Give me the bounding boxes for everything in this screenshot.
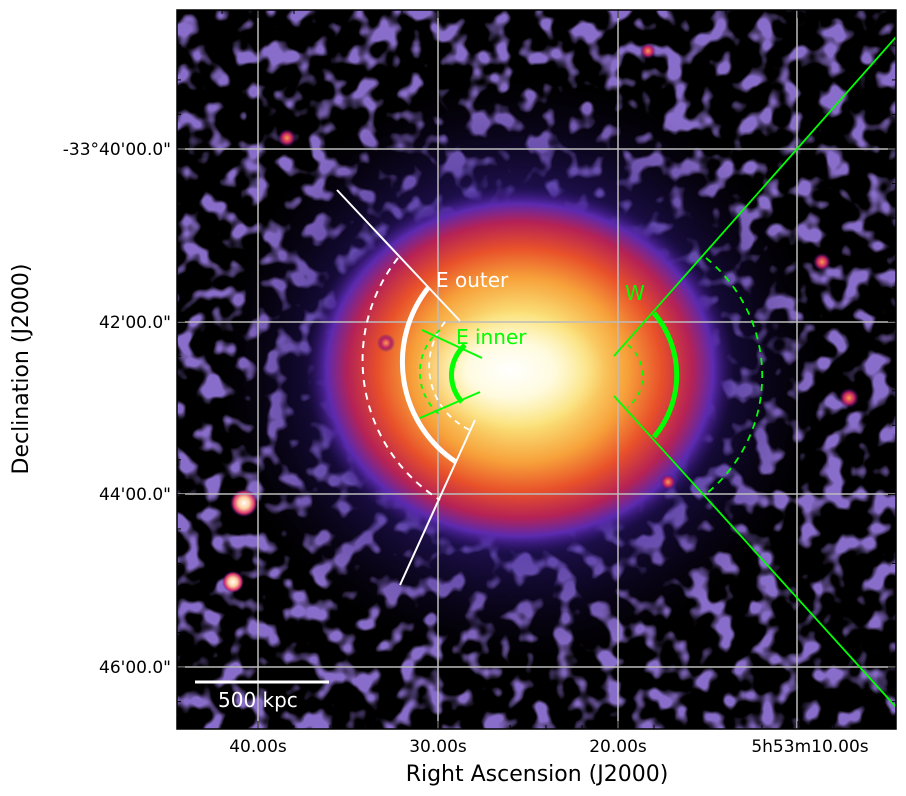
x-tick-label: 5h53m10.00s [751, 737, 868, 757]
point-source [839, 388, 859, 408]
scale-bar-label: 500 kpc [218, 688, 298, 712]
axis-ticks [177, 10, 896, 729]
coordinate-grid [177, 10, 896, 729]
y-tick-label: 42'00.0" [99, 313, 171, 333]
xray-image [177, 10, 896, 729]
point-source [230, 489, 258, 517]
plot-frame [176, 9, 897, 730]
y-axis-title: Declination (J2000) [9, 264, 34, 475]
point-source [278, 129, 296, 147]
point-source [222, 571, 244, 593]
e-inner-region [419, 329, 483, 419]
point-source [660, 474, 676, 490]
y-tick-label: -33°40'00.0" [63, 140, 171, 160]
y-tick-labels: -33°40'00.0" 42'00.0" 44'00.0" 46'00.0" [63, 140, 171, 678]
w-region [613, 36, 896, 708]
point-source [813, 253, 831, 271]
x-tick-labels: 40.00s 30.00s 20.00s 5h53m10.00s [229, 737, 869, 757]
e-inner-label: E inner [456, 325, 527, 349]
x-axis-title: Right Ascension (J2000) [406, 762, 669, 787]
y-tick-label: 44'00.0" [99, 485, 171, 505]
x-tick-label: 30.00s [409, 737, 467, 757]
point-source [377, 334, 395, 352]
x-tick-label: 40.00s [229, 737, 287, 757]
x-tick-label: 20.00s [589, 737, 647, 757]
w-label: W [625, 281, 645, 305]
point-source [640, 43, 656, 59]
y-tick-label: 46'00.0" [99, 658, 171, 678]
e-outer-label: E outer [436, 268, 509, 292]
